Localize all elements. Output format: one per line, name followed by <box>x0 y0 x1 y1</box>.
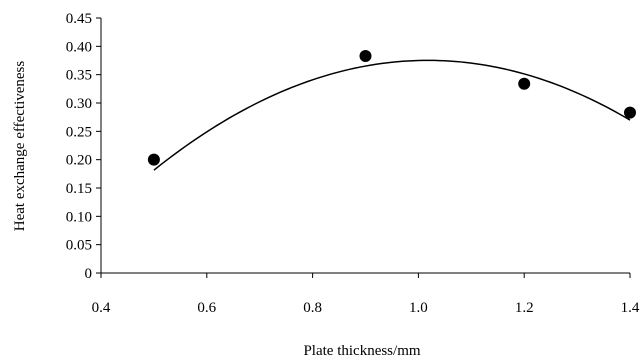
y-axis-label: Heat exchange effectiveness <box>12 61 28 232</box>
data-points <box>147 49 636 166</box>
y-tick-label: 0.15 <box>66 181 92 197</box>
y-tick-label: 0.35 <box>66 68 92 84</box>
x-tick-label: 1.4 <box>621 300 640 316</box>
y-axis-ticks: 0 0.05 0.10 0.15 0.20 0.25 0.30 0.35 0.40 0.45 <box>66 11 101 282</box>
axes <box>100 18 630 274</box>
data-point <box>359 49 372 62</box>
data-point <box>147 153 160 166</box>
x-tick-label: 1.0 <box>409 300 428 316</box>
x-axis-label: Plate thickness/mm <box>303 343 420 359</box>
x-tick-label: 0.8 <box>303 300 322 316</box>
trendline <box>153 59 631 171</box>
y-tick-label: 0 <box>85 266 93 282</box>
y-tick-label: 0.30 <box>66 96 92 112</box>
y-tick-label: 0.45 <box>66 11 92 27</box>
x-tick-label: 1.2 <box>515 300 534 316</box>
y-tick-label: 0.40 <box>66 39 92 55</box>
x-tick-label: 0.6 <box>197 300 216 316</box>
x-axis-ticks: 0.4 0.6 0.8 1.0 1.2 1.4 <box>92 273 640 316</box>
y-tick-label: 0.10 <box>66 209 92 225</box>
data-point <box>624 106 636 119</box>
data-point <box>518 77 531 90</box>
y-tick-label: 0.20 <box>66 153 92 169</box>
y-tick-label: 0.05 <box>66 238 92 254</box>
x-tick-label: 0.4 <box>92 300 111 316</box>
y-tick-label: 0.25 <box>66 124 92 140</box>
